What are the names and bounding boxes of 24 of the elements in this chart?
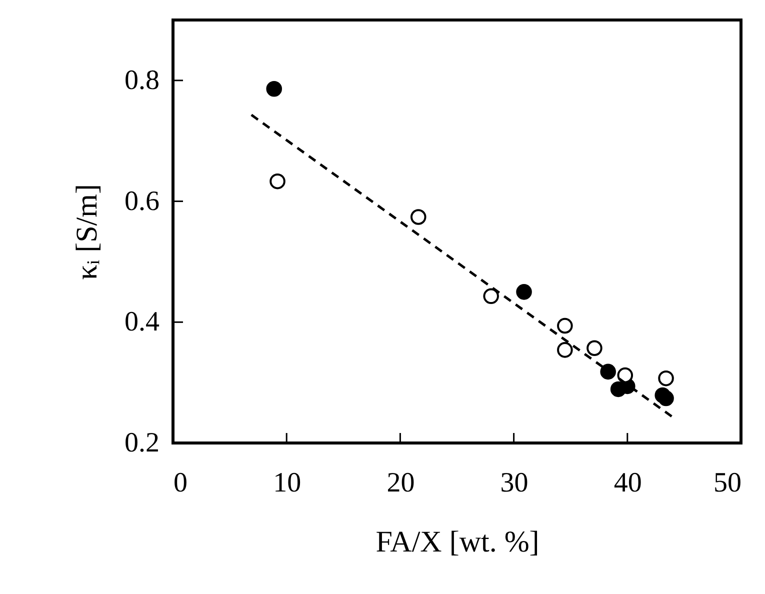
point	[600, 364, 616, 380]
y-tick-label: 0.6	[124, 186, 160, 217]
point	[410, 209, 426, 225]
point	[617, 367, 634, 384]
point	[266, 81, 282, 97]
point	[557, 342, 573, 358]
x-tick-label: 30	[500, 468, 528, 498]
x-axis-title: FA/X [wt. %]	[376, 526, 540, 558]
point	[586, 340, 602, 356]
point	[658, 390, 674, 406]
point	[483, 288, 499, 304]
y-axis-title: κᵢ [S/m]	[70, 184, 104, 280]
point	[658, 370, 674, 386]
x-tick-label: 20	[386, 468, 415, 498]
x-tick-label: 0	[174, 468, 188, 498]
point	[516, 284, 532, 300]
x-tick-label: 50	[714, 468, 742, 498]
point	[270, 173, 286, 190]
x-tick-label: 10	[273, 468, 302, 498]
y-tick-label: 0.4	[124, 306, 160, 338]
point	[557, 318, 573, 334]
y-tick-label: 0.8	[124, 64, 160, 96]
x-tick-label: 40	[614, 468, 642, 498]
y-tick-label: 0.2	[124, 428, 160, 458]
